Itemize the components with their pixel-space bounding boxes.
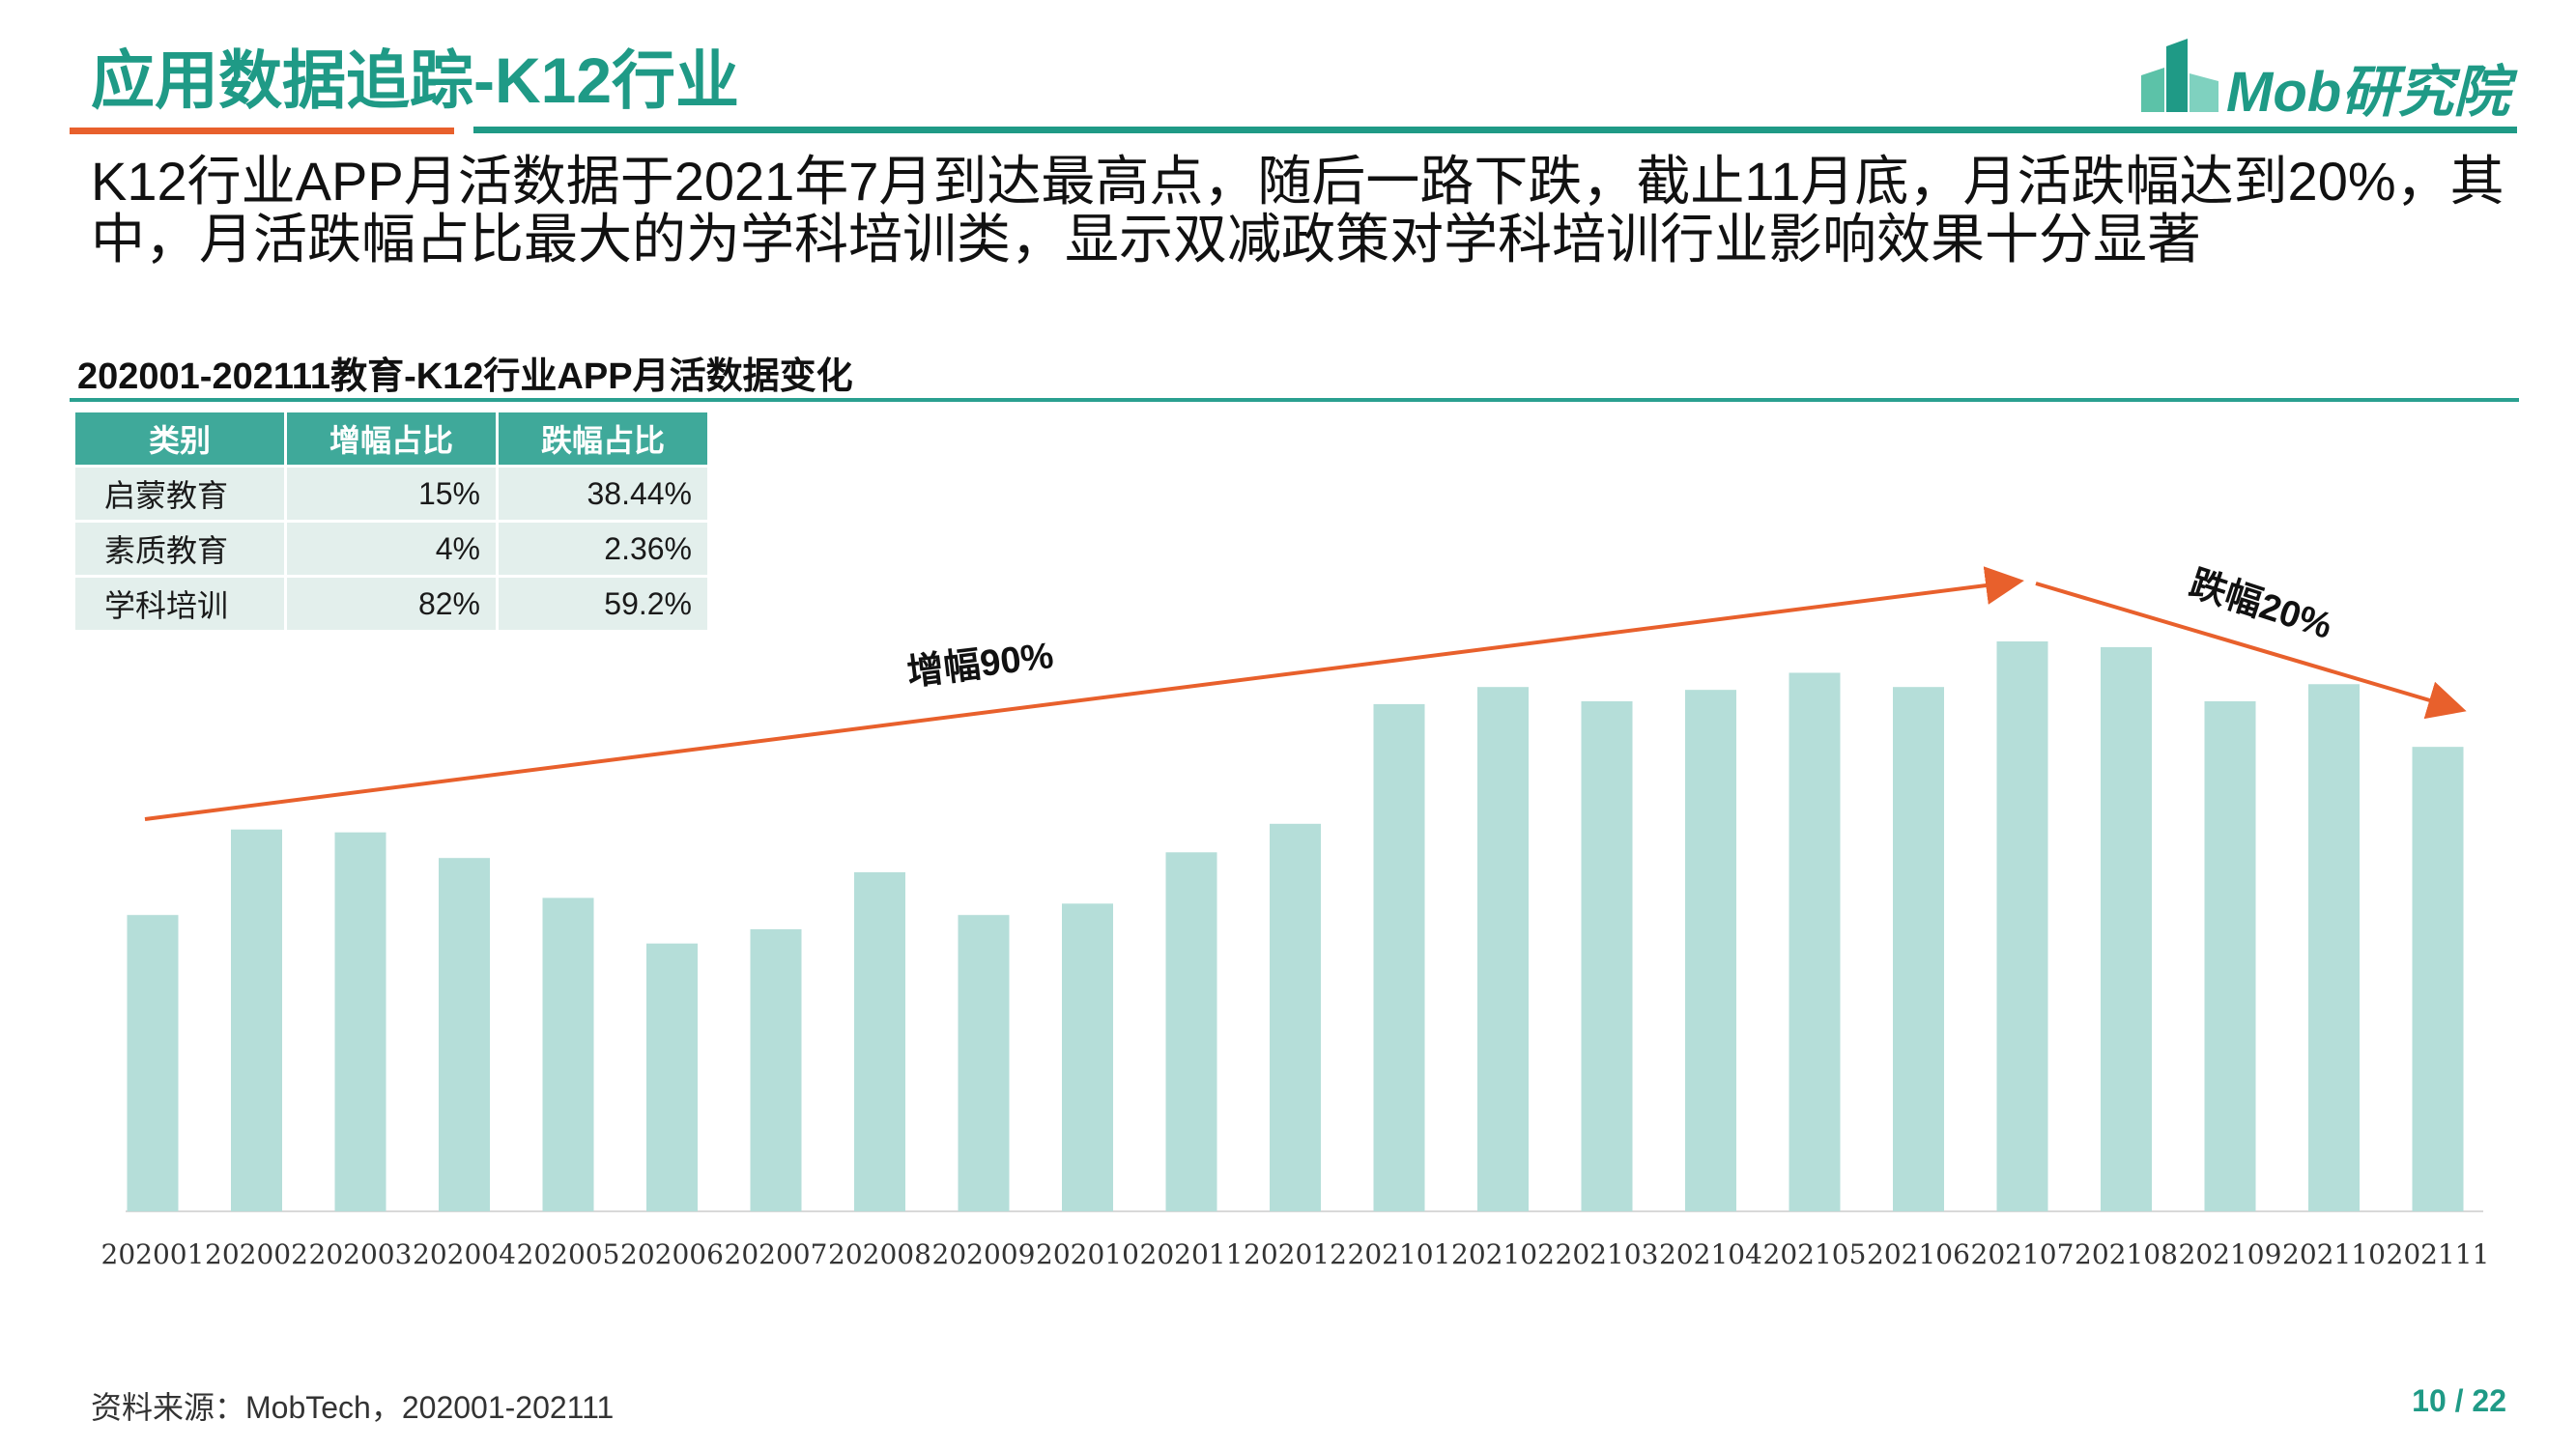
table-row: 素质教育 4% 2.36% [75,523,707,575]
stats-table: 类别 增幅占比 跌幅占比 启蒙教育 15% 38.44% 素质教育 4% 2.3… [72,410,710,633]
table-cell-decrease: 2.36% [499,523,707,575]
x-tick-label: 202111 [2387,1238,2490,1270]
x-tick-label: 202106 [1867,1238,1970,1270]
bar-202009 [958,915,1010,1211]
bar-202006 [646,943,698,1211]
x-tick-label: 202005 [517,1238,620,1270]
x-tick-label: 202008 [828,1238,931,1270]
mob-logo: Mob研究院 [2137,35,2543,124]
table-header-increase: 增幅占比 [287,412,496,465]
table-cell-decrease: 38.44% [499,468,707,520]
x-tick-label: 202006 [620,1238,724,1270]
table-header-row: 类别 增幅占比 跌幅占比 [75,412,707,465]
bar-202110 [2308,684,2360,1211]
logo-text: Mob研究院 [2226,61,2510,124]
headline-text: K12行业APP月活数据于2021年7月到达最高点，随后一路下跌，截止11月底，… [91,151,2504,270]
table-header-category: 类别 [75,412,284,465]
table-cell-increase: 15% [287,468,496,520]
bar-202003 [334,832,386,1211]
bar-202002 [231,829,282,1211]
title-underline [473,127,2517,133]
x-tick-label: 202109 [2179,1238,2282,1270]
bar-202007 [750,928,802,1211]
bar-202104 [1685,690,1736,1211]
bar-202012 [1270,823,1321,1211]
table-cell-category: 启蒙教育 [75,468,284,520]
decrease-trend-arrow [2035,582,2467,720]
x-tick-label: 202004 [413,1238,516,1270]
x-tick-label: 202105 [1763,1238,1867,1270]
bar-202108 [2101,646,2152,1211]
increase-annotation-label: 增幅90% [905,636,1056,694]
bar-202106 [1893,687,1944,1211]
bar-202011 [1165,852,1217,1211]
x-tick-label: 202108 [2075,1238,2178,1270]
x-tick-label: 202102 [1451,1238,1555,1270]
x-tick-label: 202001 [101,1238,205,1270]
table-cell-category: 素质教育 [75,523,284,575]
x-tick-label: 202107 [1971,1238,2075,1270]
x-tick-label: 202103 [1556,1238,1659,1270]
bar-202107 [1996,641,2048,1211]
chart-title-rule [70,398,2519,402]
x-tick-label: 202110 [2282,1238,2386,1270]
x-tick-label: 202010 [1036,1238,1139,1270]
bar-202111 [2412,747,2464,1211]
x-tick-label: 202003 [309,1238,413,1270]
page-title: 应用数据追踪-K12行业 [91,44,740,116]
logo-building-icon [2141,39,2218,112]
bar-chart: 202001 202002 202003 202004 202005 202006 2020… [101,563,2490,1270]
bar-202004 [439,858,490,1211]
x-tick-label: 202101 [1348,1238,1451,1270]
chart-title: 202001-202111教育-K12行业APP月活数据变化 [77,356,853,397]
table-cell-decrease: 59.2% [499,578,707,630]
table-cell-increase: 82% [287,578,496,630]
bar-202105 [1789,672,1841,1211]
increase-trend-arrow [144,566,2024,821]
x-tick-label: 202104 [1659,1238,1762,1270]
table-row: 学科培训 82% 59.2% [75,578,707,630]
title-underline-accent [70,128,454,134]
bar-202103 [1581,700,1633,1211]
bar-202102 [1477,687,1529,1211]
bar-202008 [854,871,905,1211]
x-tick-label: 202009 [932,1238,1036,1270]
x-tick-label: 202012 [1244,1238,1347,1270]
table-cell-category: 学科培训 [75,578,284,630]
x-tick-label: 202007 [725,1238,828,1270]
bar-202101 [1373,703,1425,1211]
bar-202010 [1062,903,1113,1211]
x-tick-label: 202011 [1140,1238,1244,1270]
bar-202109 [2204,700,2256,1211]
source-note: 资料来源：MobTech，202001-202111 [91,1390,615,1425]
table-row: 启蒙教育 15% 38.44% [75,468,707,520]
table-header-decrease: 跌幅占比 [499,412,707,465]
bar-202005 [542,897,594,1211]
x-tick-label: 202002 [205,1238,308,1270]
bar-202001 [127,915,179,1211]
table-cell-increase: 4% [287,523,496,575]
page-number: 10 / 22 [2412,1383,2506,1418]
